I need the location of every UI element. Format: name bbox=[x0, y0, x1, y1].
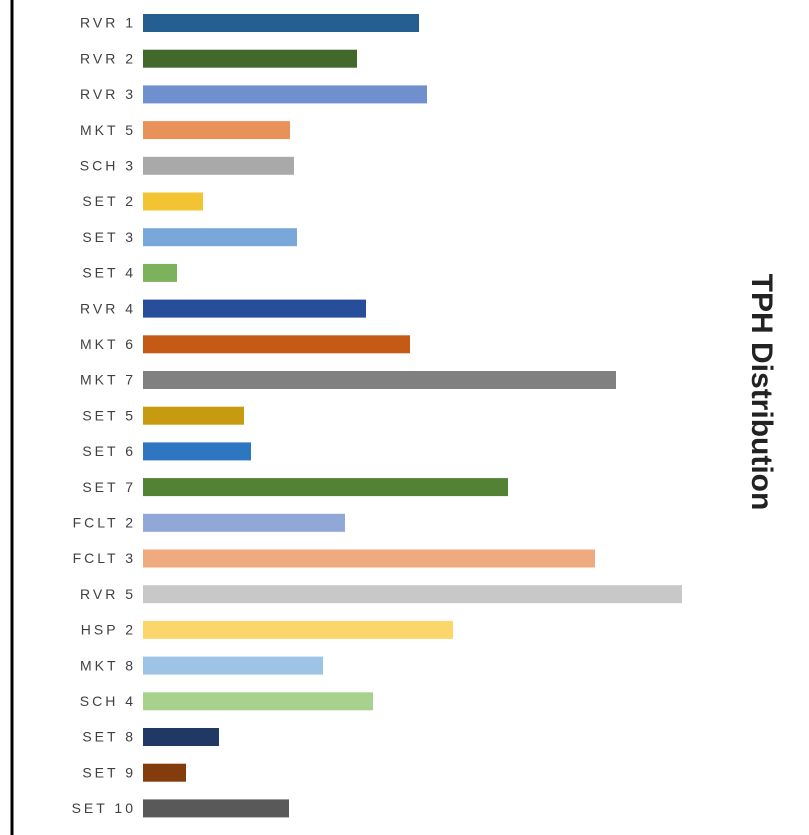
bar bbox=[143, 442, 251, 461]
bar bbox=[143, 549, 595, 568]
bar bbox=[143, 406, 244, 425]
y-tick-label: SET 10 bbox=[72, 800, 136, 816]
y-tick-label: RVR 4 bbox=[80, 300, 136, 316]
bar bbox=[143, 299, 366, 318]
bar bbox=[143, 656, 323, 675]
y-tick-label: FCLT 2 bbox=[73, 515, 136, 531]
y-tick-label: SCH 4 bbox=[80, 693, 136, 709]
bar bbox=[143, 192, 203, 211]
bar bbox=[143, 263, 177, 282]
y-tick-label: SET 3 bbox=[82, 229, 136, 245]
y-tick-label: SET 7 bbox=[82, 479, 136, 495]
bar bbox=[143, 478, 508, 497]
bar bbox=[143, 585, 682, 604]
bar bbox=[143, 371, 616, 389]
y-tick-label: RVR 2 bbox=[80, 50, 136, 66]
bar bbox=[143, 728, 219, 746]
y-tick-label: MKT 6 bbox=[80, 336, 136, 352]
y-tick-label: FCLT 3 bbox=[73, 550, 136, 566]
y-tick-label: SCH 3 bbox=[80, 158, 136, 174]
y-tick-label: SET 4 bbox=[82, 265, 136, 281]
y-tick-label: SET 8 bbox=[82, 729, 136, 745]
bar bbox=[143, 49, 357, 68]
bar bbox=[143, 763, 186, 782]
chart-title: TPH Distribution bbox=[745, 274, 778, 511]
bar bbox=[143, 799, 289, 818]
y-tick-label: RVR 5 bbox=[80, 586, 136, 602]
y-tick-label: SET 9 bbox=[82, 764, 136, 780]
y-tick-label: MKT 8 bbox=[80, 657, 136, 673]
y-tick-label: MKT 5 bbox=[80, 122, 136, 138]
bar bbox=[143, 620, 453, 639]
y-tick-label: SET 6 bbox=[82, 443, 136, 459]
y-tick-label: RVR 1 bbox=[80, 15, 136, 31]
bar bbox=[143, 228, 297, 247]
bar bbox=[143, 14, 419, 32]
bar bbox=[143, 156, 294, 175]
bar bbox=[143, 85, 427, 104]
bar bbox=[143, 692, 373, 711]
y-tick-label: RVR 3 bbox=[80, 86, 136, 102]
y-tick-label: MKT 7 bbox=[80, 372, 136, 388]
bar bbox=[143, 335, 410, 354]
bar bbox=[143, 513, 345, 532]
bar bbox=[143, 121, 290, 140]
y-tick-label: SET 2 bbox=[82, 193, 136, 209]
y-tick-label: SET 5 bbox=[82, 407, 136, 423]
y-tick-label: HSP 2 bbox=[81, 622, 136, 638]
